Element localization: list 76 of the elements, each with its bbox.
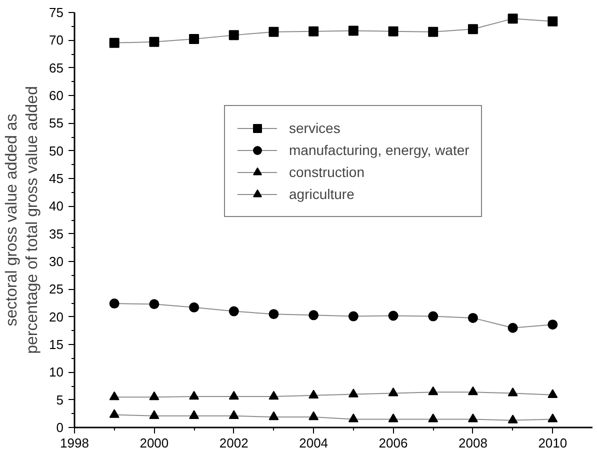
y-tick-label: 5 — [56, 392, 64, 408]
point — [548, 389, 558, 398]
y-tick-label: 40 — [49, 198, 64, 214]
point — [149, 299, 160, 310]
x-tick-label: 1998 — [60, 436, 89, 450]
point — [149, 410, 160, 419]
y-tick-label: 70 — [49, 32, 64, 48]
y-tick-label: 10 — [49, 364, 64, 380]
point — [388, 26, 398, 36]
point — [149, 36, 160, 47]
point — [228, 30, 239, 40]
x-tick-label: 2002 — [219, 436, 248, 450]
x-tick-label: 2008 — [458, 436, 488, 450]
legend-label: manufacturing, energy, water — [289, 142, 470, 158]
point — [228, 306, 239, 316]
y-axis-title: sectoral gross value added as percentage of total gross value added — [4, 86, 42, 354]
point — [308, 411, 319, 420]
y-tick-label: 60 — [49, 88, 64, 103]
point — [268, 26, 279, 37]
y-tick-label: 50 — [49, 143, 64, 158]
point — [468, 312, 478, 323]
point — [308, 390, 319, 399]
x-tick-label: 2010 — [538, 436, 568, 450]
point — [388, 387, 398, 396]
point — [109, 409, 120, 418]
point — [189, 410, 200, 419]
point — [348, 388, 358, 398]
point — [508, 414, 518, 424]
point — [308, 26, 319, 36]
point — [388, 414, 398, 422]
x-tick-label: 2000 — [140, 436, 169, 450]
y-tick-label: 15 — [49, 337, 64, 352]
legend-label: construction — [289, 164, 364, 180]
x-tick-label: 2006 — [378, 436, 408, 450]
point — [268, 390, 279, 400]
point — [428, 414, 438, 422]
y-tick-label: 45 — [49, 171, 64, 186]
point — [508, 14, 518, 24]
point — [428, 386, 438, 396]
legend-label: services — [289, 120, 340, 136]
point — [348, 26, 358, 36]
point — [468, 24, 478, 34]
y-tick-label: 25 — [49, 282, 64, 297]
y-tick-label: 20 — [49, 309, 64, 324]
y-tick-label: 0 — [56, 420, 64, 435]
point — [468, 414, 478, 422]
point — [189, 390, 200, 400]
y-tick-label: 35 — [49, 226, 64, 242]
point — [268, 309, 279, 320]
point — [548, 16, 558, 26]
point — [149, 391, 160, 400]
point — [228, 410, 239, 419]
point — [189, 302, 200, 312]
y-tick-label: 65 — [49, 60, 64, 76]
point — [109, 391, 120, 400]
point — [388, 310, 398, 321]
point — [189, 34, 200, 44]
point — [548, 320, 558, 330]
point — [348, 311, 358, 322]
y-tick-label: 75 — [49, 5, 64, 20]
legend-label: agriculture — [289, 186, 354, 202]
point — [468, 386, 478, 396]
point — [428, 26, 438, 37]
point — [508, 322, 518, 333]
point — [548, 414, 558, 422]
x-tick-label: 2004 — [299, 436, 328, 450]
point — [228, 390, 239, 400]
point — [308, 310, 319, 320]
point — [268, 411, 279, 420]
point — [109, 38, 120, 48]
point — [109, 298, 120, 309]
point — [428, 311, 438, 322]
point — [348, 414, 358, 422]
y-tick-label: 55 — [49, 116, 64, 131]
y-tick-label: 30 — [49, 254, 64, 269]
point — [508, 387, 518, 396]
